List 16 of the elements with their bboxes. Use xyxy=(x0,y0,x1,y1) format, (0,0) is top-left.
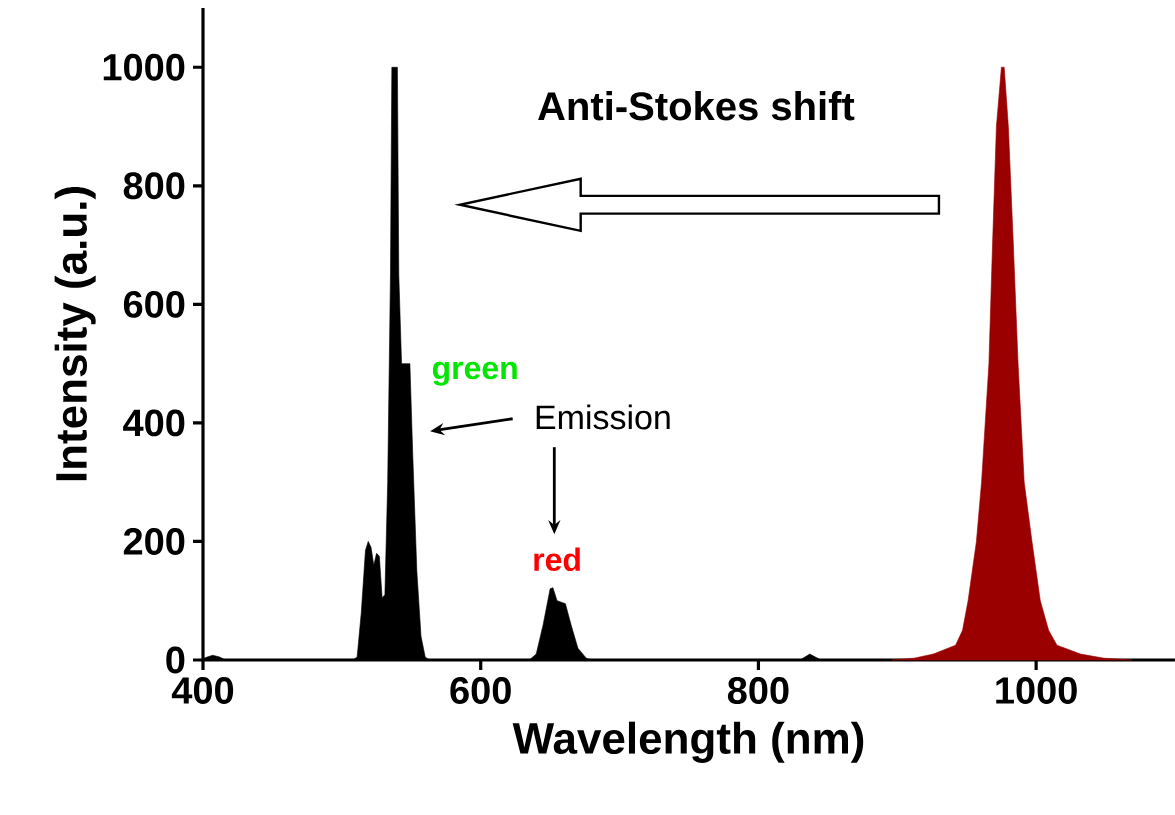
x-tick-label: 800 xyxy=(727,677,789,704)
y-axis-title: Intensity (a.u.) xyxy=(54,187,96,481)
annotation: green xyxy=(432,361,517,386)
y-tick-label: 400 xyxy=(123,409,185,437)
y-tick-label: 0 xyxy=(166,646,185,674)
x-tick-label: 600 xyxy=(450,677,511,704)
annotation: red xyxy=(534,547,580,571)
y-tick-label: 1000 xyxy=(103,53,185,81)
y-tick-label: 200 xyxy=(123,527,185,555)
y-tick-label: 600 xyxy=(123,290,185,318)
x-tick-label: 400 xyxy=(171,677,234,704)
annotation: Anti-Stokes shift xyxy=(538,91,855,121)
x-axis-title: Wavelength (nm) xyxy=(512,721,864,763)
x-tick-label: 1000 xyxy=(996,677,1077,704)
annotation: Emission xyxy=(536,404,670,430)
y-tick-label: 800 xyxy=(123,172,185,200)
